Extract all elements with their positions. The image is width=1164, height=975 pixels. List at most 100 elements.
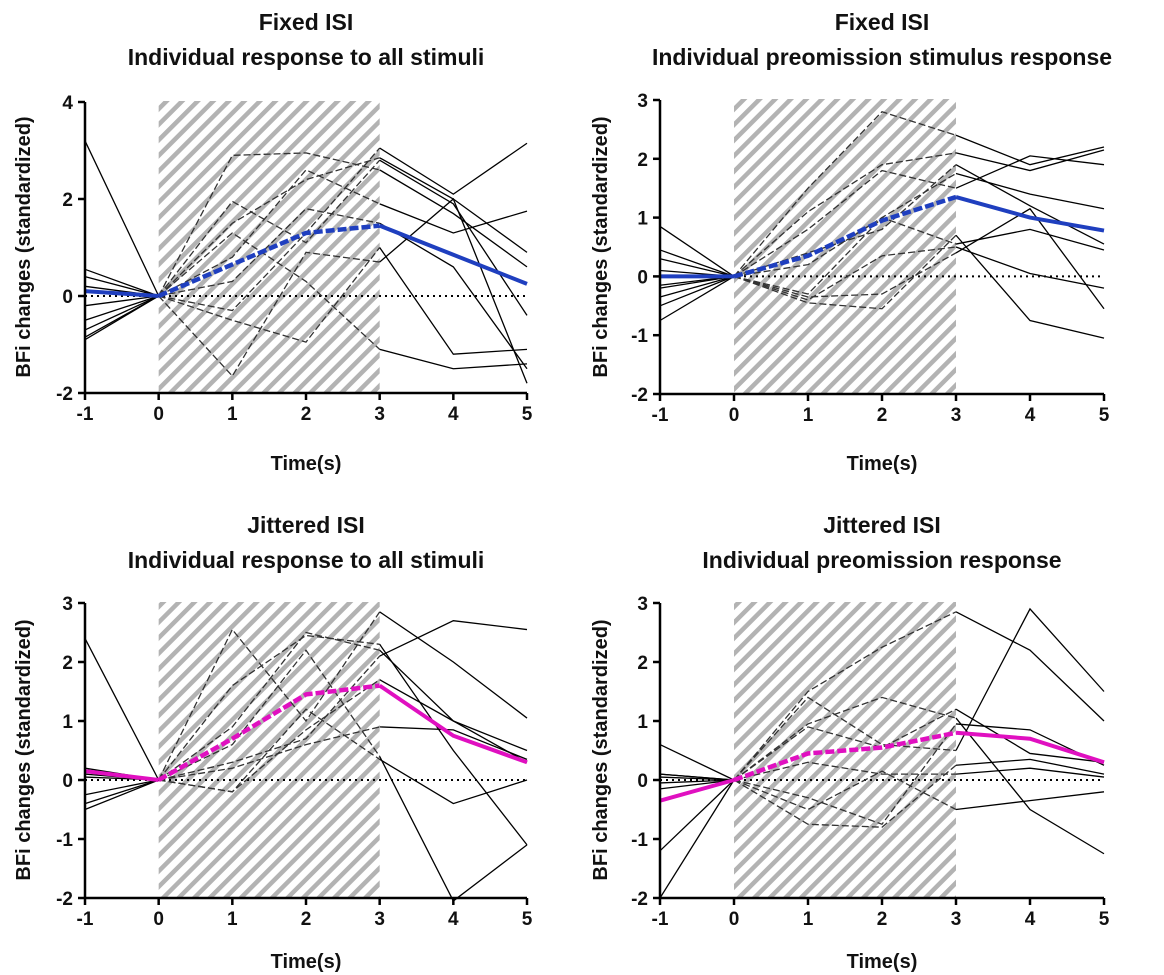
y-axis-label: BFi changes (standardized) (590, 619, 612, 880)
individual-line-stimulus (158, 611, 381, 781)
individual-line-stimulus (158, 251, 380, 378)
individual-line-stimulus (733, 252, 957, 298)
individual-line-stimulus (158, 649, 381, 781)
individual-line-post (955, 234, 1105, 339)
individual-line-pre (659, 275, 735, 307)
mean-line-pre (659, 778, 735, 803)
individual-line-stimulus (733, 216, 957, 295)
individual-line-pre (84, 779, 159, 811)
individual-line-stimulus (158, 634, 380, 781)
individual-line-post (955, 611, 1105, 722)
individual-line-stimulus (733, 723, 957, 826)
individual-line-pre (84, 268, 159, 297)
y-tick-label: 1 (637, 209, 648, 230)
individual-line-pre (84, 275, 159, 297)
mean-line-post (378, 223, 528, 286)
individual-line-stimulus (158, 247, 381, 343)
y-tick-label: -2 (631, 385, 648, 406)
y-tick-label: 4 (62, 93, 73, 114)
x-tick-label: 3 (951, 405, 962, 426)
individual-line-pre (84, 295, 159, 331)
panel-jittered-all: Jittered ISI Individual response to all … (13, 512, 533, 973)
y-tick-label: -1 (56, 830, 73, 851)
individual-line-post (379, 247, 528, 355)
individual-line-stimulus (158, 157, 380, 297)
individual-line-post (379, 620, 528, 657)
individual-line-post (955, 791, 1105, 811)
x-tick-label: 5 (1099, 405, 1110, 426)
y-tick-label: 0 (62, 287, 73, 308)
y-tick-label: 2 (637, 150, 648, 171)
y-tick-label: 1 (637, 712, 648, 733)
x-tick-label: -1 (652, 909, 669, 930)
y-tick-label: -1 (631, 830, 648, 851)
individual-line-post (955, 607, 1105, 751)
individual-line-stimulus (733, 770, 957, 811)
individual-line-post (379, 758, 528, 805)
x-tick-label: 5 (1099, 909, 1110, 930)
panel-title-line-1: Fixed ISI (835, 9, 930, 35)
mean-line-post (955, 195, 1105, 233)
individual-line-stimulus (733, 764, 957, 828)
individual-line-post (955, 717, 1105, 855)
individual-line-stimulus (733, 234, 957, 310)
y-tick-label: 2 (637, 653, 648, 674)
individual-line-stimulus (733, 761, 956, 781)
individual-line-pre (84, 295, 159, 307)
individual-line-pre (84, 295, 159, 321)
individual-line-post (955, 758, 1105, 775)
x-tick-label: 2 (301, 404, 312, 425)
individual-line-pre (659, 225, 735, 277)
individual-line-post (379, 203, 528, 234)
x-tick-label: 4 (1025, 405, 1036, 426)
y-tick-label: -1 (631, 326, 648, 347)
x-tick-label: 1 (803, 909, 814, 930)
mean-line-stimulus (157, 683, 380, 782)
y-tick-label: 2 (62, 190, 73, 211)
y-tick-label: -2 (56, 889, 73, 910)
individual-line-pre (84, 295, 159, 338)
x-tick-label: 5 (522, 404, 533, 425)
x-tick-label: 3 (951, 909, 962, 930)
individual-line-stimulus (158, 679, 381, 793)
individual-line-pre (659, 258, 735, 278)
y-axis-label: BFi changes (standardized) (590, 116, 612, 377)
mean-line-stimulus (157, 223, 380, 299)
x-axis-label: Time(s) (847, 453, 918, 475)
individual-line-post (955, 228, 1105, 251)
individual-line-post (379, 726, 528, 760)
individual-line-stimulus (733, 152, 957, 277)
panel-title-line-1: Fixed ISI (259, 9, 354, 35)
mean-line-stimulus (733, 730, 957, 783)
individual-line-post (379, 756, 528, 902)
individual-line-post (955, 134, 1105, 166)
individual-line-stimulus (158, 631, 380, 781)
individual-line-stimulus (733, 111, 957, 277)
individual-line-stimulus (733, 169, 957, 277)
individual-line-post (955, 155, 1105, 189)
individual-line-stimulus (733, 164, 957, 278)
individual-line-stimulus (158, 159, 381, 297)
individual-line-post (379, 611, 528, 719)
individual-line-pre (659, 275, 735, 322)
y-tick-label: 1 (62, 712, 73, 733)
individual-line-stimulus (158, 655, 381, 781)
y-tick-label: 3 (62, 594, 73, 615)
mean-line-stimulus (733, 194, 957, 279)
y-tick-label: 3 (637, 91, 648, 112)
individual-line-stimulus (158, 169, 380, 297)
y-tick-label: 0 (637, 267, 648, 288)
individual-line-pre (659, 779, 735, 899)
individual-line-post (379, 643, 528, 846)
mean-line-pre (84, 769, 159, 782)
y-axis-label: BFi changes (standardized) (13, 116, 35, 377)
individual-line-pre (659, 779, 735, 852)
x-axis-label: Time(s) (271, 951, 342, 973)
individual-line-post (955, 246, 1105, 289)
x-tick-label: 4 (448, 909, 459, 930)
panel-jittered-preomission: Jittered ISI Individual preomission resp… (590, 512, 1110, 973)
individual-line-pre (659, 773, 735, 781)
